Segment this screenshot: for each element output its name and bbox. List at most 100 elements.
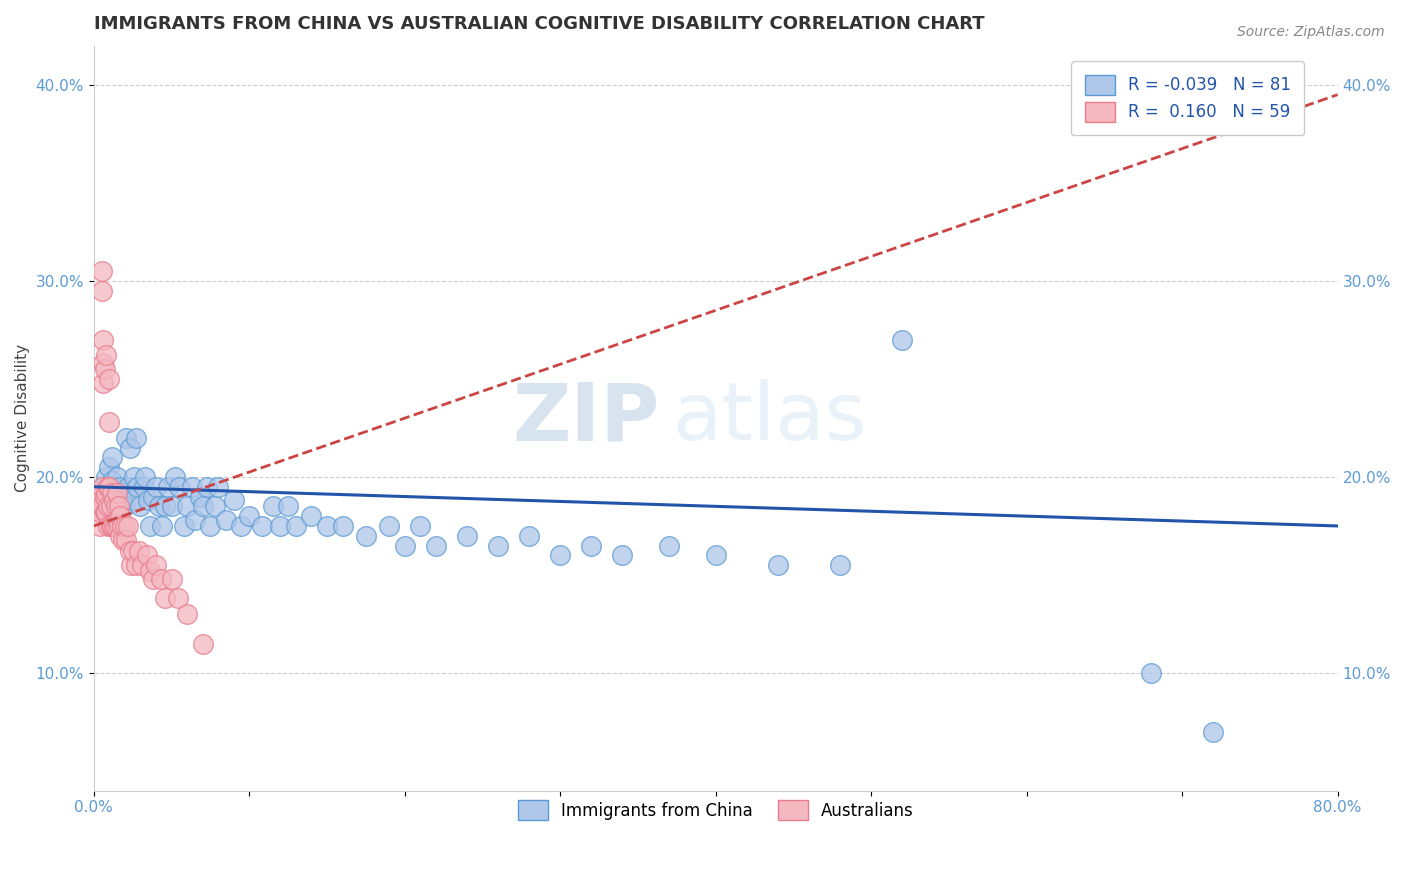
Point bbox=[93, 500, 115, 514]
Point bbox=[139, 564, 162, 578]
Point bbox=[91, 333, 114, 347]
Point bbox=[160, 500, 183, 514]
Point bbox=[122, 470, 145, 484]
Point bbox=[115, 533, 138, 547]
Point bbox=[107, 500, 129, 514]
Point bbox=[90, 284, 112, 298]
Point bbox=[118, 441, 141, 455]
Point bbox=[142, 572, 165, 586]
Point bbox=[91, 376, 114, 390]
Point bbox=[121, 544, 143, 558]
Point bbox=[107, 485, 129, 500]
Point bbox=[1140, 665, 1163, 680]
Point bbox=[456, 529, 478, 543]
Point bbox=[104, 500, 127, 514]
Point bbox=[114, 519, 136, 533]
Point bbox=[250, 519, 273, 533]
Point bbox=[96, 485, 118, 500]
Point bbox=[120, 558, 142, 573]
Point bbox=[89, 490, 111, 504]
Point bbox=[131, 558, 153, 573]
Point bbox=[548, 549, 571, 563]
Point bbox=[112, 533, 135, 547]
Point bbox=[301, 509, 323, 524]
Point bbox=[90, 264, 112, 278]
Point bbox=[409, 519, 432, 533]
Point bbox=[103, 493, 125, 508]
Y-axis label: Cognitive Disability: Cognitive Disability bbox=[15, 344, 30, 492]
Point bbox=[155, 591, 177, 606]
Point bbox=[145, 480, 167, 494]
Point bbox=[354, 529, 377, 543]
Point bbox=[173, 519, 195, 533]
Point bbox=[90, 500, 112, 514]
Point bbox=[108, 509, 131, 524]
Point bbox=[103, 519, 125, 533]
Point bbox=[111, 519, 134, 533]
Point bbox=[830, 558, 852, 573]
Point bbox=[127, 480, 149, 494]
Point bbox=[115, 431, 138, 445]
Point bbox=[215, 513, 238, 527]
Text: Source: ZipAtlas.com: Source: ZipAtlas.com bbox=[1237, 25, 1385, 39]
Point bbox=[90, 480, 112, 494]
Point bbox=[112, 485, 135, 500]
Point bbox=[96, 348, 118, 362]
Point bbox=[145, 558, 167, 573]
Point bbox=[132, 480, 155, 494]
Point bbox=[231, 519, 253, 533]
Point bbox=[129, 500, 152, 514]
Point bbox=[105, 485, 128, 500]
Point bbox=[766, 558, 789, 573]
Point bbox=[101, 485, 124, 500]
Text: IMMIGRANTS FROM CHINA VS AUSTRALIAN COGNITIVE DISABILITY CORRELATION CHART: IMMIGRANTS FROM CHINA VS AUSTRALIAN COGN… bbox=[94, 15, 984, 33]
Point bbox=[108, 480, 131, 494]
Point bbox=[121, 493, 143, 508]
Point bbox=[97, 519, 120, 533]
Point bbox=[101, 519, 124, 533]
Point bbox=[98, 415, 121, 429]
Point bbox=[277, 500, 299, 514]
Point bbox=[222, 493, 245, 508]
Point bbox=[135, 549, 157, 563]
Point bbox=[125, 431, 148, 445]
Point bbox=[125, 558, 148, 573]
Point bbox=[425, 539, 447, 553]
Point bbox=[148, 500, 170, 514]
Point bbox=[87, 500, 110, 514]
Point bbox=[207, 480, 229, 494]
Point bbox=[117, 480, 139, 494]
Point bbox=[90, 490, 112, 504]
Point bbox=[91, 480, 114, 494]
Text: ZIP: ZIP bbox=[512, 379, 659, 457]
Point bbox=[486, 539, 509, 553]
Point bbox=[117, 519, 139, 533]
Point bbox=[128, 544, 150, 558]
Text: atlas: atlas bbox=[672, 379, 866, 457]
Point bbox=[332, 519, 354, 533]
Point bbox=[163, 470, 186, 484]
Point bbox=[87, 485, 110, 500]
Point bbox=[98, 372, 121, 386]
Point bbox=[191, 500, 214, 514]
Point bbox=[91, 356, 114, 370]
Point bbox=[316, 519, 339, 533]
Point bbox=[517, 529, 540, 543]
Point bbox=[262, 500, 284, 514]
Point bbox=[100, 500, 122, 514]
Point bbox=[188, 490, 211, 504]
Point bbox=[204, 500, 226, 514]
Point bbox=[100, 519, 122, 533]
Point bbox=[160, 572, 183, 586]
Point bbox=[195, 480, 218, 494]
Point bbox=[103, 493, 125, 508]
Point bbox=[93, 362, 115, 376]
Point bbox=[891, 333, 914, 347]
Point bbox=[150, 519, 173, 533]
Point bbox=[581, 539, 603, 553]
Point bbox=[136, 493, 159, 508]
Point bbox=[149, 572, 172, 586]
Point bbox=[238, 509, 260, 524]
Point bbox=[184, 513, 207, 527]
Point bbox=[180, 480, 202, 494]
